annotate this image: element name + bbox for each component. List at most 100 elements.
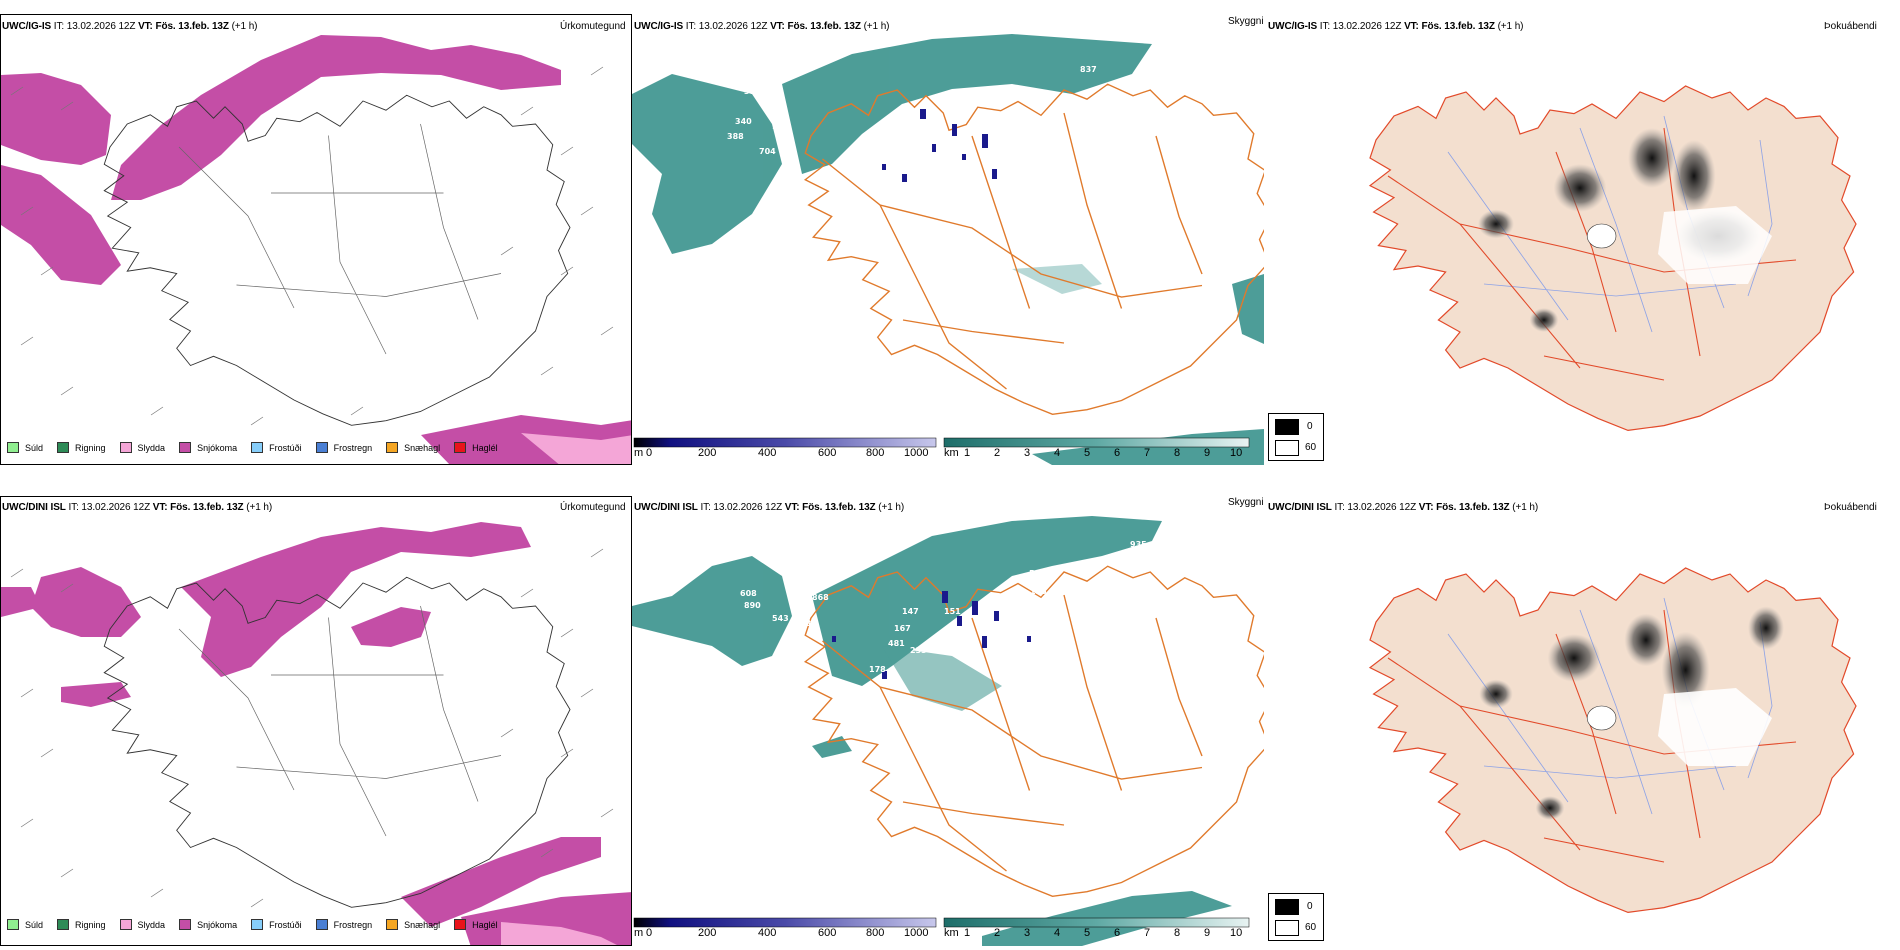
vis-tick: 7 bbox=[1144, 927, 1151, 939]
legend-swatch bbox=[7, 919, 19, 930]
legend-item: Frostregn bbox=[315, 919, 372, 930]
fog-map-top bbox=[1369, 85, 1857, 432]
precip-legend-top: Súld Rigning Slydda Snjókoma Frostúði Fr… bbox=[7, 442, 512, 453]
panel-variable: Skyggni bbox=[1228, 497, 1264, 508]
height-label: 147 bbox=[902, 607, 919, 616]
height-label: 388 bbox=[727, 132, 744, 141]
fog-panel-bottom bbox=[1264, 496, 1900, 946]
legend-label: Snjókoma bbox=[197, 919, 238, 930]
ceiling-tick: 800 bbox=[866, 927, 885, 939]
vis-tick: 9 bbox=[1204, 927, 1211, 939]
panel-variable: Þokuábendi bbox=[1824, 502, 1877, 513]
height-label: 704 bbox=[759, 147, 776, 156]
legend-item: Slydda bbox=[119, 442, 166, 453]
height-label: 318 bbox=[872, 147, 889, 156]
height-label: 340 bbox=[735, 117, 752, 126]
vis-tick: 7 bbox=[1144, 447, 1151, 459]
legend-item: Snjókoma bbox=[179, 442, 237, 453]
legend-item: Slydda bbox=[119, 919, 165, 930]
legend-item: Súld bbox=[7, 442, 43, 453]
height-label: 387 bbox=[760, 85, 777, 94]
legend-swatch bbox=[454, 442, 467, 453]
ceiling-tick: 600 bbox=[818, 927, 837, 939]
visibility-panel-bottom: 283 608 890 543 868 533 147 167 481 233 … bbox=[632, 496, 1264, 946]
height-label: 894 bbox=[784, 224, 801, 233]
legend-label: Frostúði bbox=[269, 919, 302, 930]
fog-key-top: 0 60 bbox=[1268, 413, 1324, 461]
legend-item: Frostregn bbox=[315, 442, 372, 453]
legend-label: Súld bbox=[25, 442, 44, 453]
panel-title: UWC/DINI ISL IT: 13.02.2026 12Z VT: Fös.… bbox=[2, 502, 273, 513]
fog-white-swatch bbox=[1275, 440, 1299, 456]
height-label: 173 bbox=[782, 155, 799, 164]
visibility-map-top: 380 387 340 388 988 704 173 265 318 107 … bbox=[632, 34, 1264, 465]
panel-title: UWC/IG-IS IT: 13.02.2026 12Z VT: Fös. 13… bbox=[1268, 21, 1524, 32]
vis-tick: 6 bbox=[1114, 447, 1121, 459]
height-label: 233 bbox=[910, 646, 927, 655]
vis-tick: 10 bbox=[1230, 447, 1243, 459]
height-label: 988 bbox=[772, 122, 789, 131]
precip-map-bottom bbox=[1, 522, 631, 945]
legend-swatch bbox=[251, 442, 264, 453]
legend-item: Rigning bbox=[57, 442, 106, 453]
height-label: 542 bbox=[1029, 569, 1046, 578]
panel-variable: Skyggni bbox=[1228, 16, 1264, 27]
height-label: 178 bbox=[869, 665, 886, 674]
height-label: 167 bbox=[894, 624, 911, 633]
legend-label: Slydda bbox=[137, 442, 166, 453]
legend-label: Frostúði bbox=[269, 442, 302, 453]
vis-tick: 4 bbox=[1054, 447, 1061, 459]
legend-item: Frostúði bbox=[251, 442, 302, 453]
ceiling-tick: 0 bbox=[646, 447, 653, 459]
legend-item: Frostúði bbox=[251, 919, 302, 930]
height-label: 973 bbox=[1168, 526, 1185, 535]
ceiling-tick: 400 bbox=[758, 927, 777, 939]
legend-item: Súld bbox=[7, 919, 43, 930]
ceiling-tick: 0 bbox=[646, 927, 653, 939]
ceiling-tick: 200 bbox=[698, 927, 717, 939]
height-label: 265 bbox=[852, 170, 869, 179]
legend-label: Snæhagl bbox=[404, 919, 441, 930]
vis-tick: 5 bbox=[1084, 447, 1091, 459]
legend-swatch bbox=[179, 442, 192, 453]
panel-variable: Úrkomutegund bbox=[560, 21, 626, 32]
vis-colorbar-labels-top: km 1 2 3 4 5 6 7 8 9 10 bbox=[944, 447, 1264, 461]
legend-swatch bbox=[57, 919, 70, 930]
fog-white-label: 60 bbox=[1305, 442, 1317, 453]
fog-white-swatch bbox=[1275, 920, 1299, 936]
legend-item: Snæhagl bbox=[386, 442, 440, 453]
legend-label: Rigning bbox=[75, 442, 106, 453]
height-label: 155 bbox=[1030, 587, 1047, 596]
panel-variable: Þokuábendi bbox=[1824, 21, 1877, 32]
legend-swatch bbox=[386, 919, 399, 930]
ceiling-tick: 1000 bbox=[904, 927, 929, 939]
precip-panel-bottom: Súld Rigning Slydda Snjókoma Frostúði Fr… bbox=[0, 496, 632, 946]
ceiling-tick: 1000 bbox=[904, 447, 929, 459]
vis-tick: 1 bbox=[964, 447, 971, 459]
legend-label: Rigning bbox=[75, 919, 106, 930]
height-label: 2973 bbox=[1194, 524, 1216, 533]
vis-tick: 4 bbox=[1054, 927, 1061, 939]
height-label: 135 bbox=[995, 592, 1012, 601]
vis-tick: 3 bbox=[1024, 447, 1031, 459]
height-label: 23 bbox=[904, 129, 915, 138]
legend-swatch bbox=[454, 919, 467, 930]
vis-unit: km bbox=[944, 927, 959, 939]
ceiling-tick: 200 bbox=[698, 447, 717, 459]
height-label: 314 bbox=[1027, 97, 1044, 106]
height-label: 868 bbox=[812, 593, 829, 602]
vis-tick: 8 bbox=[1174, 927, 1181, 939]
height-label: 543 bbox=[772, 614, 789, 623]
legend-label: Haglél bbox=[472, 442, 498, 453]
panel-title: UWC/IG-IS IT: 13.02.2026 12Z VT: Fös. 13… bbox=[2, 21, 258, 32]
legend-swatch bbox=[386, 442, 399, 453]
vis-tick: 2 bbox=[994, 447, 1001, 459]
legend-swatch bbox=[119, 442, 132, 453]
ceiling-unit: m bbox=[634, 447, 644, 459]
fog-black-swatch bbox=[1275, 899, 1299, 915]
panel-variable: Úrkomutegund bbox=[560, 502, 626, 513]
height-label: 380 bbox=[744, 87, 761, 96]
height-label: 122 bbox=[944, 723, 961, 732]
height-label: 837 bbox=[1080, 65, 1097, 74]
legend-label: Snæhagl bbox=[404, 442, 441, 453]
